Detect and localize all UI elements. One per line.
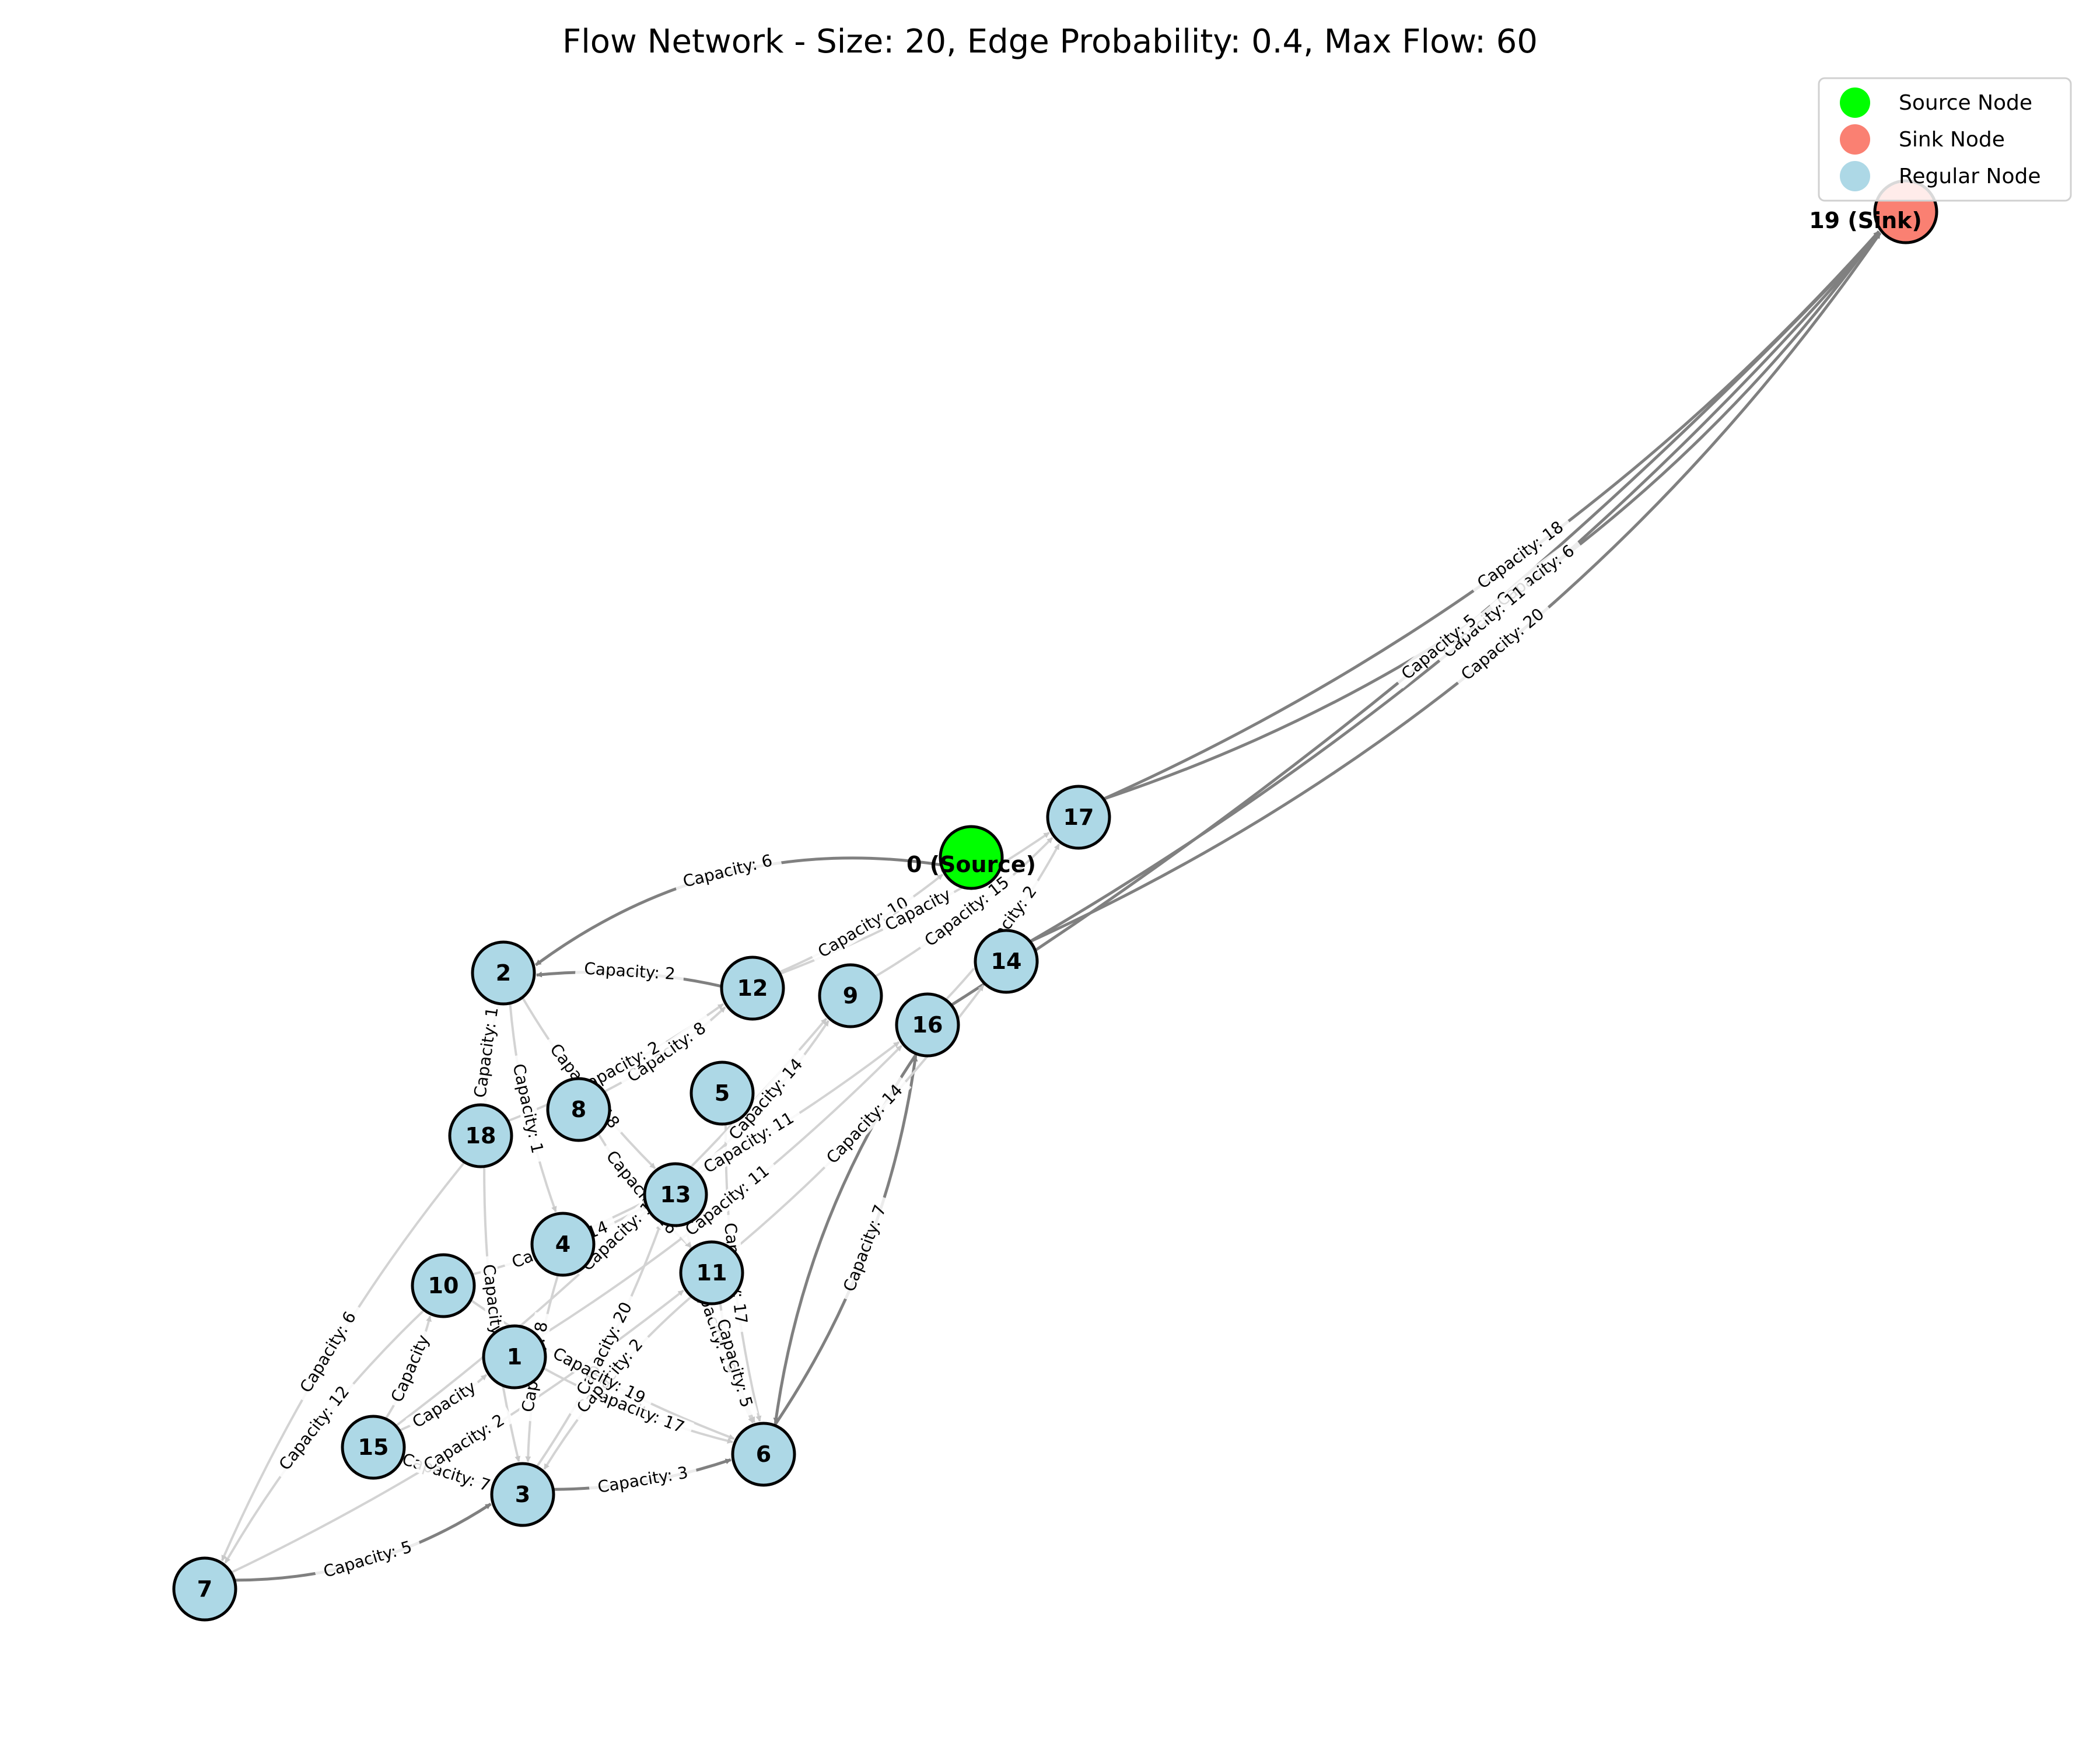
edge-label-background [578,1380,695,1440]
node-1-label: 1 [507,1344,522,1370]
node-6-circle [731,1422,796,1487]
edge-label-background [292,1301,364,1404]
node-3-label: 3 [515,1482,530,1507]
edge-label-background [720,1049,811,1150]
legend: Source Node Sink Node Regular Node [1818,77,2072,202]
node-9-circle [818,963,883,1028]
node-2-circle [471,940,536,1006]
node-0-circle [939,825,1004,890]
node-10-label: 10 [428,1273,459,1298]
edge-label-background [405,1376,483,1434]
node-12-circle [720,956,785,1021]
node-18-circle [448,1103,513,1168]
legend-sink-swatch [1840,124,1870,155]
edge-label-background [542,1340,656,1411]
node-9-label: 9 [843,983,858,1009]
legend-source-label: Source Node [1899,91,2032,115]
node-4-label: 4 [555,1231,570,1257]
node-16-circle [895,992,960,1058]
edge-label-background [818,1075,912,1173]
edge-label-background [470,997,503,1108]
node-12-label: 12 [737,975,768,1001]
edge-label-background [587,1462,698,1498]
edge-label-background [694,1105,804,1181]
node-0-label: 0 (Source) [907,852,1036,877]
node-6-label: 6 [756,1441,771,1467]
node-3-circle [490,1462,555,1527]
node-19-label: 19 (Sink) [1809,208,1922,233]
node-11-circle [679,1240,744,1306]
node-1-circle [482,1324,547,1390]
node-17-label: 17 [1063,804,1094,830]
edge-label-background [413,1406,515,1479]
node-15-circle [341,1415,406,1480]
node-5-circle [690,1060,755,1126]
node-8-label: 8 [571,1097,586,1122]
legend-sink-label: Sink Node [1899,128,2005,152]
legend-box [1818,77,2072,202]
node-10-circle [411,1253,476,1318]
edge-label-background [386,1328,435,1409]
edge-label-12-to-2: Capacity: 2 [575,959,685,984]
edge-label-background [617,1014,716,1091]
node-7-label: 7 [197,1576,212,1602]
node-7-circle [172,1556,237,1622]
edge-label-background [915,868,1019,955]
edge-label-background [1433,577,1535,667]
edge-label-background [676,1157,779,1245]
edge-label-background [572,1186,670,1280]
edge-label-background [1391,606,1486,689]
node-18-label: 18 [466,1123,496,1149]
edge-label-background [575,959,685,984]
edge-label-background [508,1054,548,1164]
edge-label-background [711,1308,758,1418]
node-15-label: 15 [358,1434,389,1460]
node-14-circle [974,929,1039,994]
legend-regular-swatch [1840,161,1870,191]
edge-label-background [391,1448,501,1497]
edge-label-background [837,1194,892,1303]
node-5-label: 5 [715,1080,730,1106]
edge-label-background [1468,513,1573,597]
node-17-circle [1046,785,1111,850]
node-13-label: 13 [660,1182,691,1208]
edge-label-background [271,1376,358,1480]
node-16-label: 16 [912,1012,943,1038]
legend-source-swatch [1840,88,1870,118]
chart-title: Flow Network - Size: 20, Edge Probabilit… [562,23,1538,61]
node-13-circle [643,1162,708,1227]
node-11-label: 11 [696,1260,727,1286]
edge-label-background [808,890,919,965]
node-14-label: 14 [991,949,1022,974]
node-4-circle [530,1212,596,1277]
edge-label-background [673,849,783,893]
node-2-label: 2 [496,960,511,986]
node-8-circle [546,1077,611,1142]
edge-label-background [313,1535,422,1584]
legend-regular-label: Regular Node [1899,164,2041,188]
edge-label-background [1451,600,1554,689]
edge-label-background [878,883,958,937]
